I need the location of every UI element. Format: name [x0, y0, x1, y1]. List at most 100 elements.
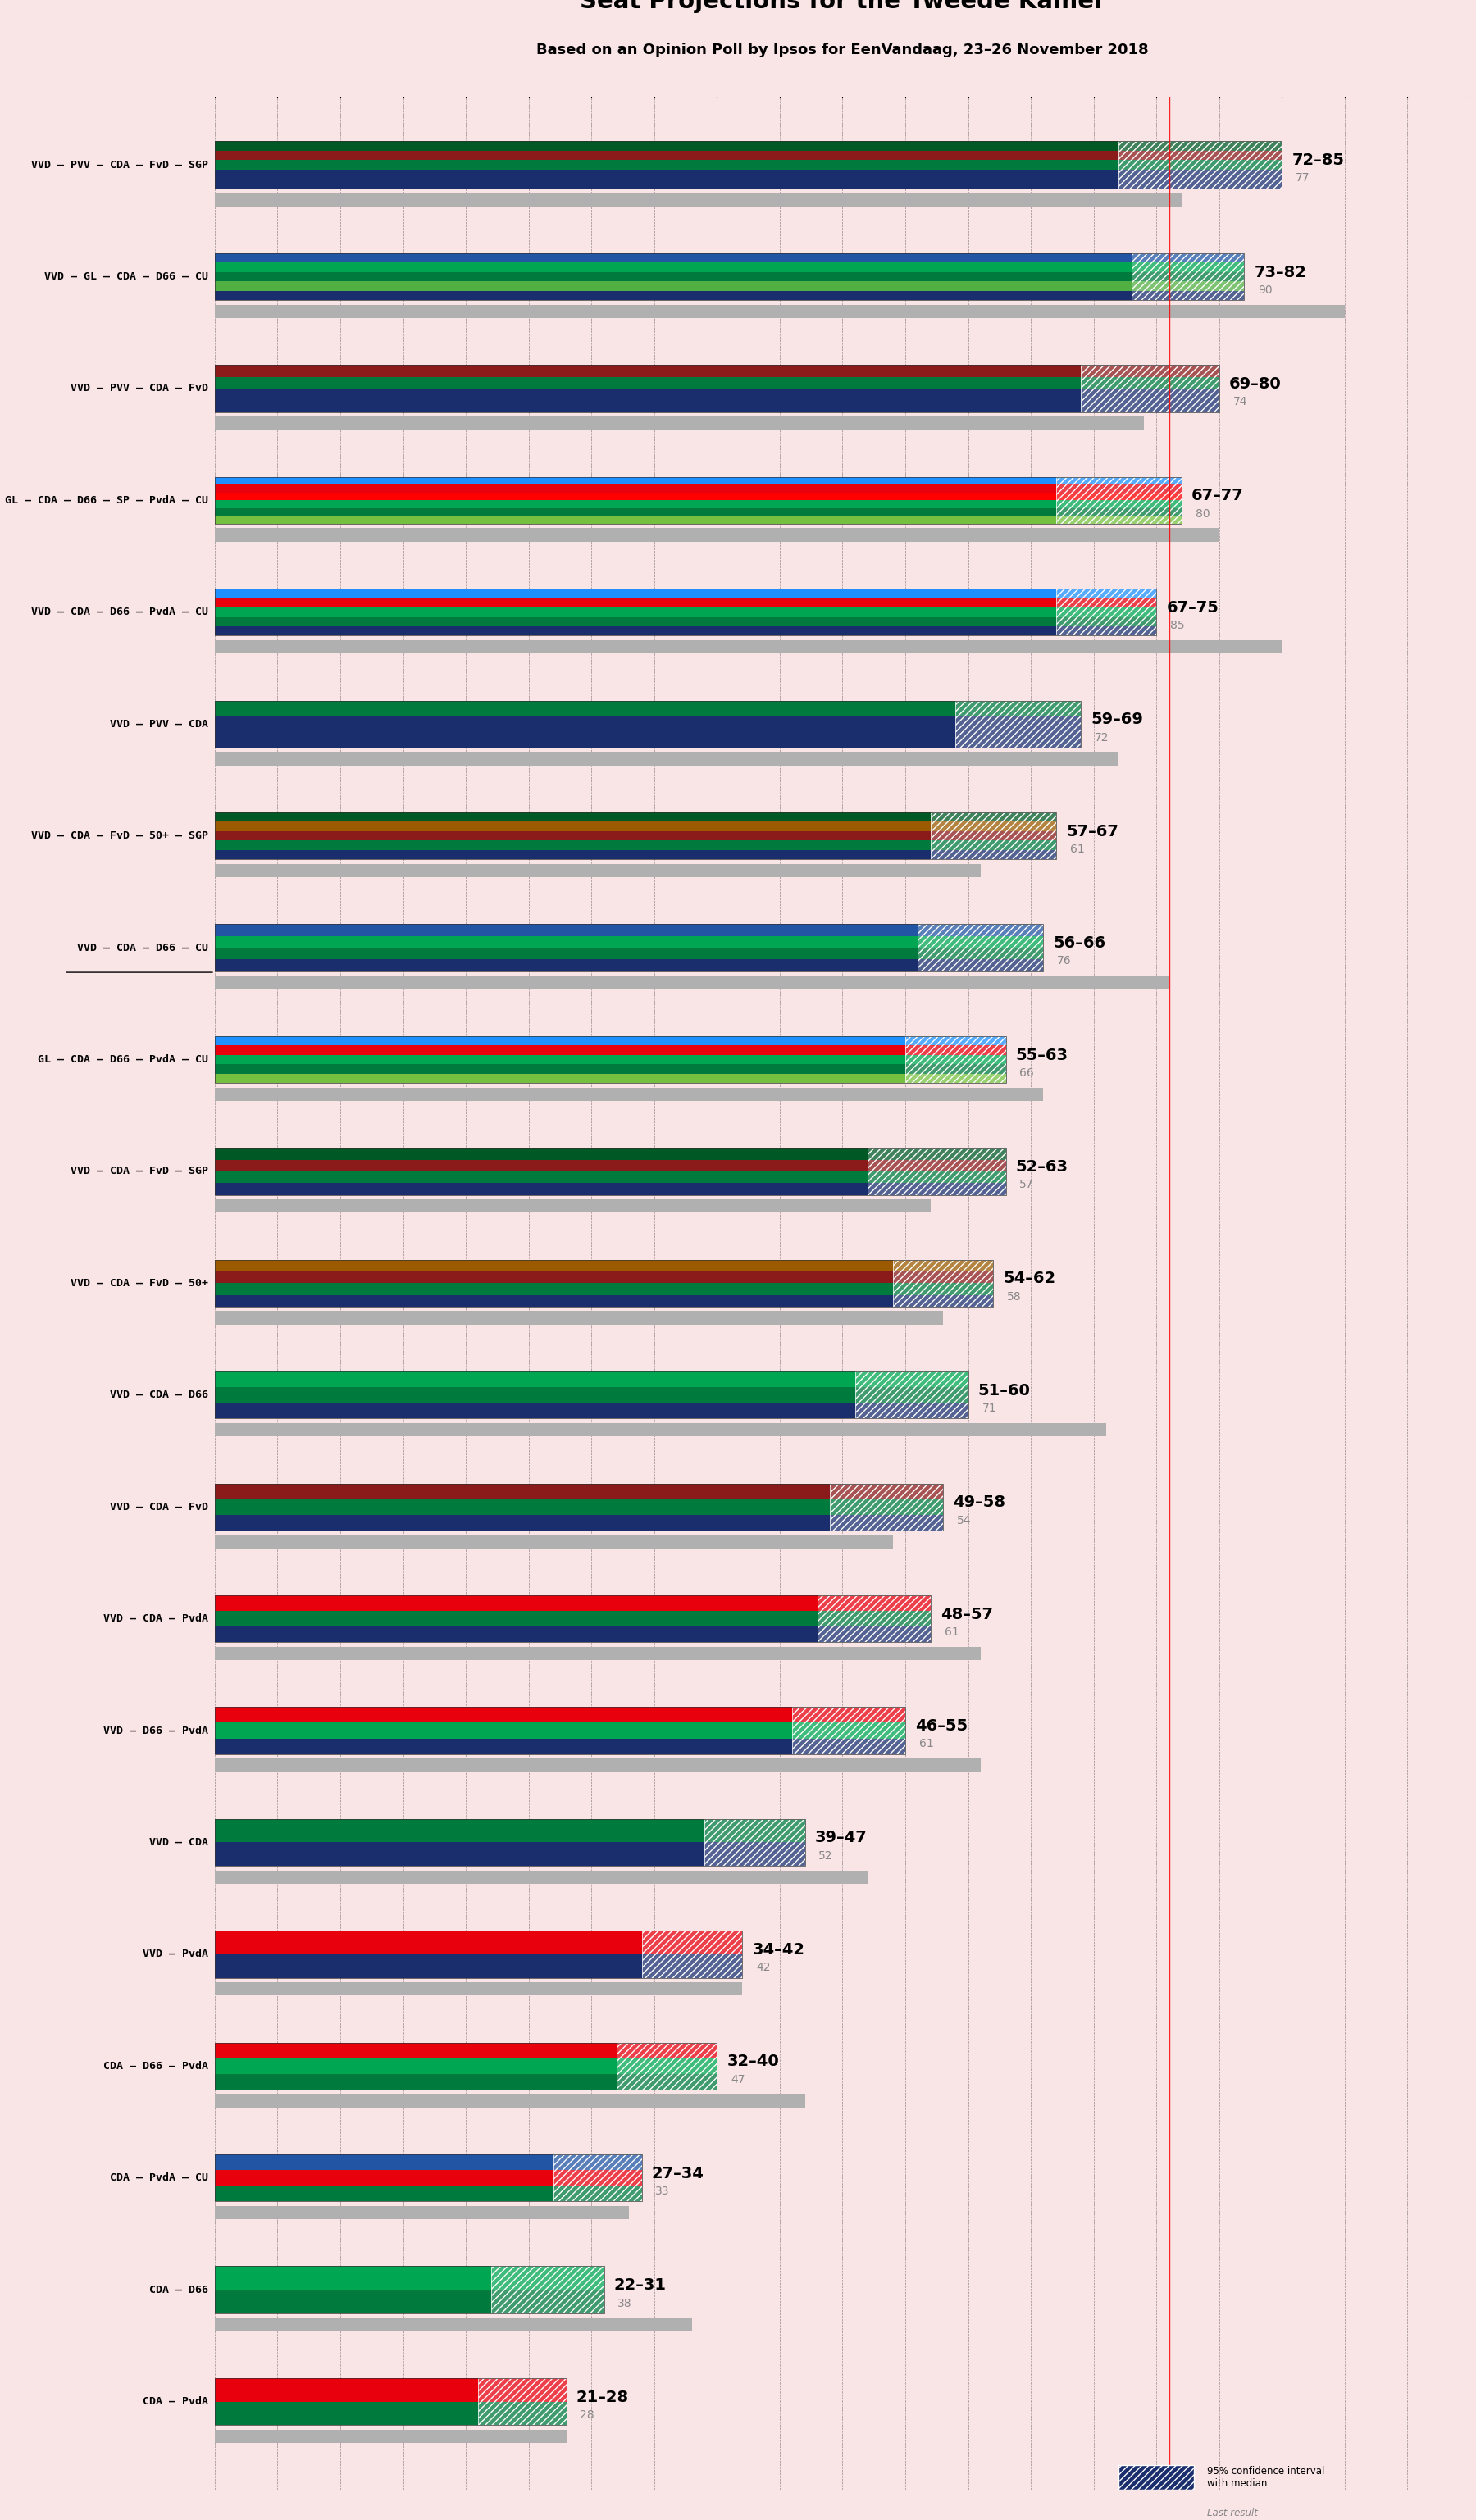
Text: GL – CDA – D66 – PvdA – CU: GL – CDA – D66 – PvdA – CU [38, 1053, 208, 1066]
Bar [215, 1595, 930, 1643]
Bar [868, 1149, 1005, 1194]
Bar [215, 1610, 930, 1625]
Bar [215, 1983, 742, 1996]
Text: 95% confidence interval
with median: 95% confidence interval with median [1207, 2467, 1324, 2490]
Text: 66: 66 [1020, 1068, 1035, 1079]
Bar [955, 701, 1080, 748]
Bar [1119, 141, 1283, 189]
Text: VVD – CDA – PvdA: VVD – CDA – PvdA [103, 1613, 208, 1623]
Bar [215, 476, 1181, 484]
Bar [215, 179, 1283, 189]
Bar [215, 1295, 993, 1308]
Bar [215, 491, 1181, 501]
Bar [1080, 365, 1219, 413]
Bar [215, 1484, 943, 1530]
Text: 21–28: 21–28 [576, 2389, 629, 2404]
Bar [1131, 252, 1244, 300]
Bar [215, 1260, 993, 1273]
Bar [215, 1739, 905, 1754]
Bar [893, 1260, 993, 1308]
Text: 27–34: 27–34 [652, 2165, 704, 2182]
Bar [868, 1149, 1005, 1194]
Bar [215, 1953, 742, 1978]
Bar [215, 2044, 717, 2089]
Bar [215, 2429, 567, 2442]
Text: 56–66: 56–66 [1054, 935, 1106, 950]
Bar [930, 811, 1055, 859]
Bar [215, 2170, 642, 2185]
Bar [215, 2379, 567, 2402]
Text: 52–63: 52–63 [1015, 1159, 1069, 1174]
Bar [215, 716, 1080, 731]
Text: Last result: Last result [1207, 2507, 1258, 2520]
Bar [905, 1036, 1005, 1084]
Bar [868, 1149, 1005, 1194]
Bar [215, 365, 1219, 378]
Bar [215, 811, 1055, 859]
Bar [642, 1930, 742, 1978]
Bar [215, 1706, 905, 1754]
Text: 72–85: 72–85 [1292, 154, 1345, 169]
Text: 73–82: 73–82 [1255, 265, 1306, 280]
Bar [215, 849, 1055, 859]
Bar [215, 1724, 905, 1739]
Text: 58: 58 [1007, 1290, 1021, 1303]
Bar [215, 290, 1244, 300]
Bar [215, 1371, 968, 1386]
Bar [215, 1036, 1005, 1046]
Bar [215, 194, 1181, 207]
Text: 57: 57 [1020, 1179, 1033, 1189]
Bar [215, 509, 1181, 517]
Bar [704, 1819, 804, 1865]
Text: 22–31: 22–31 [614, 2278, 667, 2293]
Text: 61: 61 [920, 1739, 934, 1749]
Bar [1119, 2507, 1194, 2520]
Bar [215, 1063, 1005, 1074]
Bar [1055, 590, 1156, 635]
Text: 61: 61 [1070, 844, 1085, 854]
Bar [215, 1595, 930, 1610]
Text: 52: 52 [819, 1850, 832, 1862]
Bar [793, 1706, 905, 1754]
Bar [215, 151, 1283, 161]
Bar [918, 925, 1044, 970]
Bar [215, 2318, 692, 2331]
Bar [215, 2379, 567, 2424]
Bar [215, 2205, 629, 2220]
Bar [215, 842, 1055, 849]
Bar [215, 1172, 1005, 1182]
Bar [492, 2265, 604, 2313]
Text: 57–67: 57–67 [1066, 824, 1119, 839]
Text: CDA – D66: CDA – D66 [149, 2286, 208, 2296]
Text: 72: 72 [1095, 731, 1110, 743]
Bar [215, 476, 1181, 524]
Bar [830, 1484, 943, 1530]
Bar [215, 2291, 604, 2313]
Bar [215, 484, 1181, 491]
Bar [215, 590, 1156, 635]
Bar [215, 590, 1156, 597]
Bar [1055, 476, 1181, 524]
Text: 51–60: 51–60 [979, 1383, 1030, 1399]
Text: VVD – CDA: VVD – CDA [149, 1837, 208, 1847]
Bar [1119, 141, 1283, 189]
Bar [215, 1842, 804, 1865]
Text: 76: 76 [1057, 955, 1072, 968]
Bar [215, 401, 1219, 413]
Bar [617, 2044, 717, 2089]
Bar [215, 305, 1345, 318]
Bar [215, 416, 1144, 431]
Bar [905, 1036, 1005, 1084]
Bar [215, 388, 1219, 401]
Text: VVD – CDA – D66: VVD – CDA – D66 [111, 1389, 208, 1401]
Bar [215, 1759, 980, 1772]
Text: VVD – CDA – D66 – CU: VVD – CDA – D66 – CU [77, 942, 208, 953]
Bar [1119, 2465, 1194, 2490]
Bar [215, 1819, 804, 1865]
Text: 38: 38 [618, 2298, 632, 2308]
Bar [478, 2379, 567, 2424]
Bar [215, 1484, 943, 1499]
Bar [215, 1625, 930, 1643]
Bar [215, 975, 1169, 990]
Bar [642, 1930, 742, 1978]
